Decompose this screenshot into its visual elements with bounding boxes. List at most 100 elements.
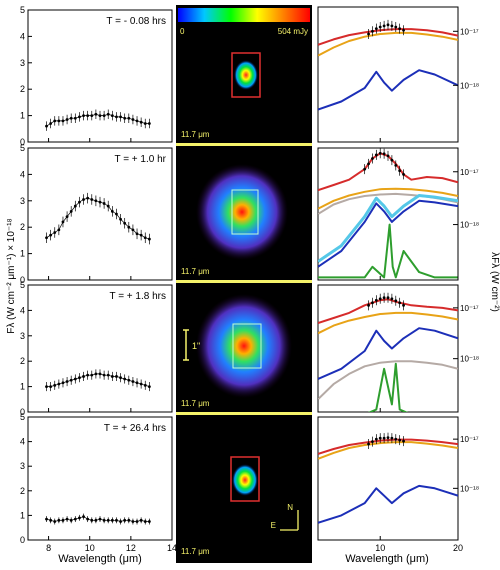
data-point bbox=[386, 154, 390, 158]
data-point bbox=[371, 440, 374, 443]
data-point bbox=[390, 297, 394, 301]
y-tick-label: 5 bbox=[20, 5, 25, 15]
model-curve-green bbox=[318, 223, 458, 279]
y-tick-label: 1 bbox=[20, 111, 25, 121]
y-tick-label: 10⁻¹⁸ bbox=[460, 355, 479, 364]
spectrum-line bbox=[46, 373, 150, 387]
data-point bbox=[402, 303, 405, 307]
data-point bbox=[398, 27, 402, 30]
y-tick-label: 4 bbox=[20, 437, 25, 447]
data-point bbox=[378, 25, 382, 29]
model-curve-orange bbox=[318, 311, 458, 335]
data-point bbox=[382, 296, 386, 300]
data-point bbox=[394, 164, 398, 167]
sed-curves bbox=[318, 19, 458, 111]
slit-box bbox=[231, 189, 259, 235]
colorbar-min-label: 0 bbox=[180, 27, 185, 36]
y-tick-label: 2 bbox=[20, 356, 25, 366]
y-tick-label: 5 bbox=[20, 412, 25, 422]
source-blob bbox=[232, 464, 258, 496]
y-tick-label: 0 bbox=[20, 275, 25, 285]
y-tick-label: 2 bbox=[20, 84, 25, 94]
data-point bbox=[398, 301, 402, 305]
data-point bbox=[378, 151, 382, 155]
spectrum-panel: 0 1 2 3 4 5 T = + 1.8 hrs bbox=[20, 280, 173, 417]
source-blob bbox=[234, 60, 258, 90]
image-column: 0 504 mJy 11.7 μm 11.7 μm 1" 11.7 μm N E… bbox=[176, 5, 312, 563]
panel-title: T = + 1.0 hr bbox=[114, 154, 166, 165]
y-tick-label: 5 bbox=[20, 143, 25, 153]
data-point bbox=[378, 436, 382, 440]
y-tick-label: 2 bbox=[20, 222, 25, 232]
sed-panel: 10⁻¹⁷ 10⁻¹⁸ bbox=[317, 6, 479, 143]
right-x-axis-label: Wavelength (μm) bbox=[345, 553, 429, 565]
slit-box bbox=[230, 456, 260, 502]
band-label: 11.7 μm bbox=[181, 267, 210, 276]
y-tick-label: 1 bbox=[20, 249, 25, 259]
panel-frame bbox=[317, 147, 459, 281]
y-tick-label: 3 bbox=[20, 461, 25, 471]
spectrum-line bbox=[46, 516, 150, 522]
data-point bbox=[378, 297, 382, 301]
data-point bbox=[371, 29, 374, 33]
y-tick-label: 5 bbox=[20, 280, 25, 290]
y-tick-label: 1 bbox=[20, 382, 25, 392]
y-tick-label: 10⁻¹⁷ bbox=[460, 304, 479, 313]
y-tick-label: 3 bbox=[20, 58, 25, 68]
y-tick-label: 10⁻¹⁷ bbox=[460, 27, 479, 36]
divider bbox=[176, 143, 312, 146]
model-curve-blue bbox=[318, 484, 458, 524]
model-curve-cyan bbox=[318, 194, 458, 263]
scale-bar-label: 1" bbox=[192, 341, 200, 351]
band-label: 11.7 μm bbox=[181, 130, 210, 139]
data-point bbox=[382, 436, 386, 440]
data-point bbox=[398, 438, 402, 442]
data-point bbox=[374, 153, 378, 157]
x-tick-label: 10 bbox=[85, 543, 95, 553]
data-point bbox=[386, 296, 390, 300]
panel-title: T = + 1.8 hrs bbox=[109, 291, 166, 302]
model-curve-blue bbox=[318, 69, 458, 111]
spectrum-line bbox=[46, 197, 150, 240]
data-point bbox=[390, 24, 394, 28]
data-point bbox=[390, 436, 394, 440]
x-tick-label: 14 bbox=[167, 543, 177, 553]
panel-title: T = - 0.08 hrs bbox=[106, 16, 166, 27]
source-blob bbox=[196, 294, 292, 398]
panel-frame bbox=[27, 147, 173, 281]
data-point bbox=[367, 442, 370, 446]
sed-curves bbox=[318, 292, 458, 412]
data-point bbox=[374, 27, 378, 30]
sed-panel: 10⁻¹⁷ 10⁻¹⁸ bbox=[317, 284, 479, 413]
data-point bbox=[367, 303, 370, 307]
divider bbox=[176, 412, 312, 415]
y-tick-label: 4 bbox=[20, 305, 25, 315]
x-tick-label: 20 bbox=[453, 543, 463, 553]
y-tick-label: 1 bbox=[20, 510, 25, 520]
data-point bbox=[367, 32, 370, 36]
data-point bbox=[374, 298, 378, 302]
data-point bbox=[394, 437, 398, 441]
source-blob bbox=[196, 164, 288, 260]
y-tick-label: 10⁻¹⁷ bbox=[460, 435, 479, 444]
spectrum-panel: 0 1 2 3 4 5 T = + 1.0 hr bbox=[20, 143, 173, 285]
left-y-axis-label: Fλ (W cm⁻² μm⁻¹) × 10⁻¹⁸ bbox=[6, 218, 17, 334]
model-curve-green bbox=[367, 362, 409, 412]
y-tick-label: 3 bbox=[20, 196, 25, 206]
colorbar-max-label: 504 mJy bbox=[278, 27, 308, 36]
data-point bbox=[382, 24, 386, 28]
data-point bbox=[402, 28, 405, 32]
colorbar bbox=[178, 8, 310, 22]
y-tick-label: 10⁻¹⁸ bbox=[460, 221, 479, 230]
slit-box bbox=[232, 323, 262, 369]
sed-curves bbox=[318, 432, 458, 524]
divider bbox=[176, 280, 312, 283]
sed-curves bbox=[318, 148, 458, 279]
slit-box bbox=[231, 52, 261, 98]
data-point bbox=[382, 152, 386, 156]
model-curve-blue bbox=[318, 327, 458, 380]
y-tick-label: 10⁻¹⁸ bbox=[460, 81, 479, 90]
y-tick-label: 2 bbox=[20, 486, 25, 496]
